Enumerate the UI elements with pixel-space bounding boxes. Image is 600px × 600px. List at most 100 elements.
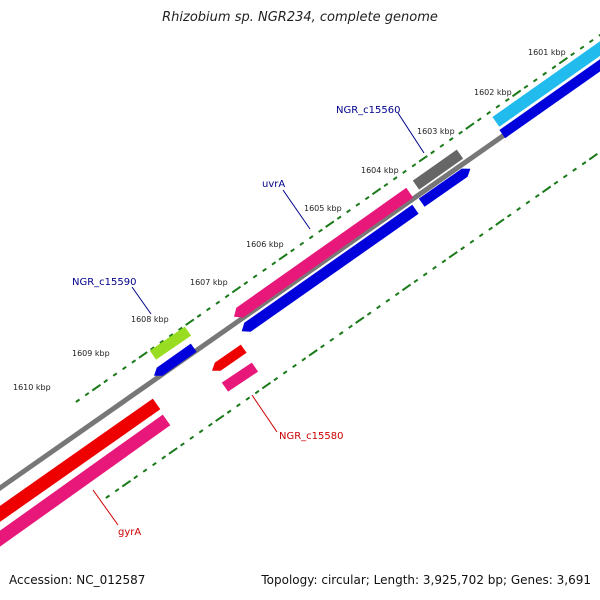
cds-bar — [418, 168, 471, 207]
scale-tick — [532, 78, 538, 83]
scale-tick — [495, 104, 501, 109]
scale-tick — [325, 220, 335, 228]
scale-tick — [138, 351, 148, 359]
scale-tick — [208, 422, 213, 427]
scale-tick-label: 1603 kbp — [417, 127, 455, 136]
gene-bar — [221, 362, 259, 392]
scale-tick — [422, 272, 428, 277]
scale-tick — [185, 318, 195, 326]
scale-tick — [131, 359, 137, 364]
scale-tick — [254, 389, 260, 395]
scale-tick — [152, 461, 157, 467]
scale-tick — [465, 122, 475, 130]
scale-tick — [448, 251, 458, 259]
gene-bar — [0, 414, 171, 547]
gene-bar — [492, 41, 600, 127]
scale-tick — [355, 316, 365, 324]
scale-tick — [579, 45, 585, 50]
scale-tick — [460, 246, 465, 251]
scale-tick — [168, 447, 178, 455]
scale-tick — [150, 346, 155, 351]
scale-tick — [320, 344, 325, 349]
scale-tick — [91, 383, 102, 392]
scale-tick — [198, 429, 204, 434]
scale-tick — [469, 239, 475, 244]
scale-tick — [523, 84, 529, 89]
scale-tick — [346, 208, 351, 214]
scale-tick — [392, 176, 398, 181]
scale-tick — [226, 409, 232, 414]
scale-tick — [142, 468, 148, 473]
scale-tick-label: 1606 kbp — [246, 240, 284, 249]
scale-tick — [122, 365, 127, 371]
scale-tick — [243, 280, 249, 286]
scale-tick — [338, 331, 344, 336]
scale-tick — [581, 161, 587, 166]
gene-leader-line — [92, 489, 119, 526]
scale-tick — [318, 228, 323, 233]
scale-tick — [224, 293, 230, 299]
scale-tick — [402, 169, 407, 174]
scale-tick — [133, 474, 139, 480]
gene-bar — [0, 398, 161, 522]
gene-label: gyrA — [118, 527, 141, 538]
scale-tick — [439, 143, 445, 148]
scale-tick — [308, 349, 318, 357]
scale-tick — [161, 455, 167, 460]
scale-tick-label: 1609 kbp — [72, 349, 110, 358]
scale-tick — [458, 130, 463, 135]
scale-tick — [542, 71, 547, 76]
scale-tick — [558, 56, 568, 65]
scale-tick — [411, 163, 417, 168]
scale-tick — [290, 248, 295, 253]
gene-label: NGR_c15590 — [72, 277, 137, 288]
scale-tick — [231, 285, 242, 294]
scale-tick — [308, 235, 314, 240]
gene-label: NGR_c15580 — [279, 431, 344, 442]
accession-text: Accession: NC_012587 — [9, 573, 146, 587]
scale-tick — [252, 274, 258, 279]
gene-label: uvrA — [262, 179, 285, 190]
scale-tick — [506, 213, 512, 218]
scale-tick — [261, 381, 272, 390]
gene-bar — [212, 344, 247, 371]
scale-tick — [189, 435, 195, 440]
scale-tick — [385, 298, 391, 303]
scale-tick — [271, 261, 277, 266]
scale-tick — [441, 259, 447, 264]
scale-tick — [476, 117, 482, 122]
scale-tick — [159, 339, 165, 344]
cds-bar — [154, 343, 197, 376]
scale-tick — [448, 137, 454, 142]
scale-tick — [401, 283, 412, 292]
scale-tick-label: 1601 kbp — [528, 48, 566, 57]
scale-tick-label: 1604 kbp — [361, 166, 399, 175]
scale-tick — [355, 202, 361, 207]
scale-tick — [541, 185, 552, 194]
scale-tick — [534, 193, 540, 199]
gene-bar — [234, 187, 414, 318]
genome-title: Rhizobium sp. NGR234, complete genome — [162, 10, 438, 25]
scale-tick — [121, 479, 132, 488]
gene-leader-line — [131, 286, 152, 315]
scale-tick — [371, 187, 382, 196]
gene-leader-line — [251, 394, 278, 433]
scale-tick — [262, 267, 267, 273]
scale-tick — [245, 396, 251, 401]
scale-tick-label: 1605 kbp — [304, 204, 342, 213]
scale-tick — [504, 97, 510, 103]
scale-tick — [383, 182, 389, 188]
scale-tick — [114, 488, 120, 493]
scale-tick — [364, 195, 370, 201]
scale-tick — [236, 403, 241, 408]
scale-tick — [525, 200, 531, 205]
gene-bar — [149, 326, 192, 360]
scale-tick — [206, 307, 211, 312]
scale-tick — [394, 291, 400, 297]
scale-tick — [478, 233, 484, 238]
scale-tick — [215, 414, 225, 422]
genome-summary-text: Topology: circular; Length: 3,925,702 bp… — [261, 573, 591, 587]
scale-tick — [301, 357, 307, 362]
